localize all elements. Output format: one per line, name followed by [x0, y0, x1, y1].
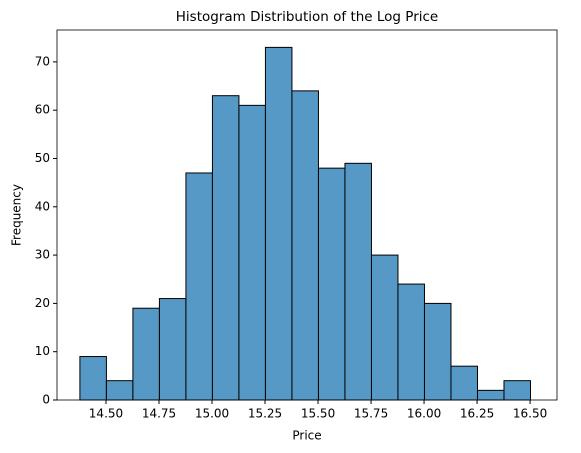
bar — [370, 254, 399, 401]
x-tick-label: 15.25 — [248, 407, 282, 421]
y-tick-label: 10 — [35, 344, 50, 358]
y-tick-label: 70 — [35, 54, 50, 68]
bar — [450, 365, 478, 401]
x-tick-label: 14.75 — [142, 407, 176, 421]
y-tick-label: 60 — [35, 103, 50, 117]
bar — [397, 283, 425, 401]
bar — [79, 356, 107, 401]
x-axis-label: Price — [292, 429, 321, 443]
bar — [344, 162, 372, 401]
y-tick-label: 0 — [42, 393, 50, 407]
x-tick-label: 16.25 — [460, 407, 494, 421]
bar — [158, 298, 187, 401]
x-tick-label: 15.00 — [195, 407, 229, 421]
x-tick-label: 16.00 — [407, 407, 441, 421]
bar — [476, 389, 505, 401]
x-tick-label: 15.75 — [354, 407, 388, 421]
x-tick-label: 14.50 — [89, 407, 123, 421]
plot-frame — [56, 29, 558, 401]
bar — [105, 380, 134, 401]
bar — [132, 307, 160, 401]
bar — [264, 46, 293, 401]
x-tick-label: 15.50 — [301, 407, 335, 421]
y-tick-label: 20 — [35, 296, 50, 310]
bar — [291, 90, 319, 401]
y-tick-label: 30 — [35, 248, 50, 262]
bar — [211, 95, 240, 401]
bar — [238, 104, 266, 401]
y-tick-label: 40 — [35, 199, 50, 213]
chart-title: Histogram Distribution of the Log Price — [176, 9, 438, 25]
y-axis-label: Frequency — [10, 184, 24, 246]
bar — [185, 172, 213, 401]
y-tick-label: 50 — [35, 151, 50, 165]
bar — [503, 380, 531, 401]
bar — [317, 167, 346, 401]
x-tick-label: 16.50 — [513, 407, 547, 421]
bar — [423, 302, 452, 401]
